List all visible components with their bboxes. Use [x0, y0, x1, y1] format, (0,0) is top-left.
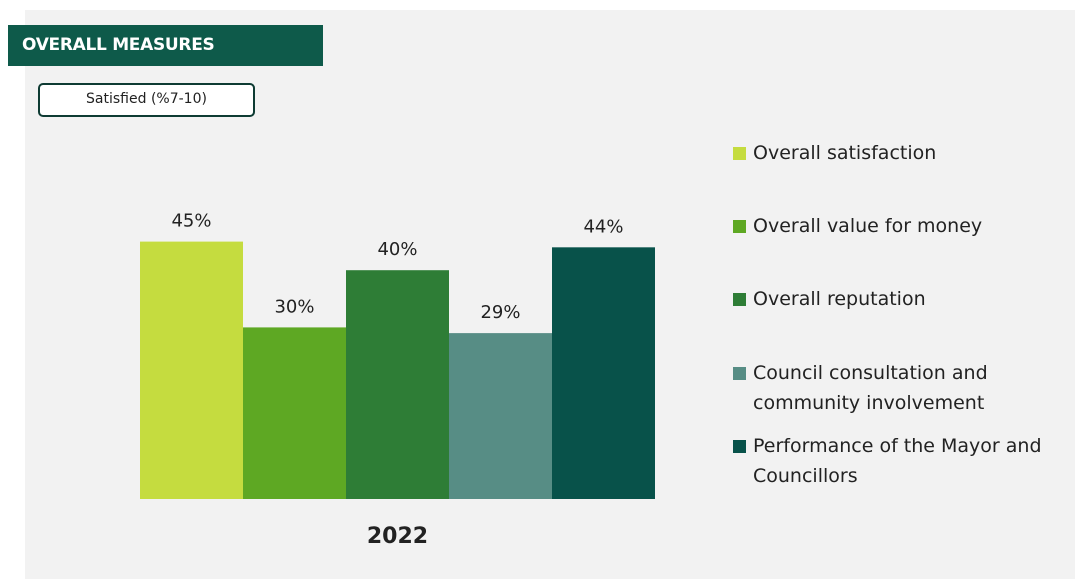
subtitle-box: Satisfied (%7-10)	[38, 83, 255, 117]
bar	[552, 247, 655, 499]
legend-label: Performance of the Mayor and Councillors	[753, 435, 1042, 487]
legend-swatch	[733, 440, 746, 453]
legend-swatch	[733, 367, 746, 380]
data-label: 29%	[480, 302, 520, 323]
legend-item: Council consultation and community invol…	[733, 358, 1068, 418]
data-label: 44%	[583, 216, 623, 237]
chart-title: OVERALL MEASURES	[8, 25, 323, 66]
legend-item: Overall reputation	[733, 284, 1068, 314]
legend-swatch	[733, 293, 746, 306]
bar	[243, 327, 346, 499]
x-tick-label: 2022	[367, 524, 428, 549]
data-label: 40%	[377, 239, 417, 260]
legend-item: Performance of the Mayor and Councillors	[733, 431, 1068, 491]
data-label: 30%	[274, 296, 314, 317]
data-label: 45%	[171, 211, 211, 232]
bar	[449, 333, 552, 499]
legend-label: Council consultation and community invol…	[753, 362, 988, 414]
bar	[140, 241, 243, 499]
legend-swatch	[733, 147, 746, 160]
legend-label: Overall value for money	[753, 215, 983, 237]
legend-item: Overall value for money	[733, 211, 1068, 241]
legend-label: Overall reputation	[753, 288, 926, 310]
legend-item: Overall satisfaction	[733, 138, 1068, 168]
legend-swatch	[733, 220, 746, 233]
legend-label: Overall satisfaction	[753, 142, 937, 164]
bar	[346, 270, 449, 499]
